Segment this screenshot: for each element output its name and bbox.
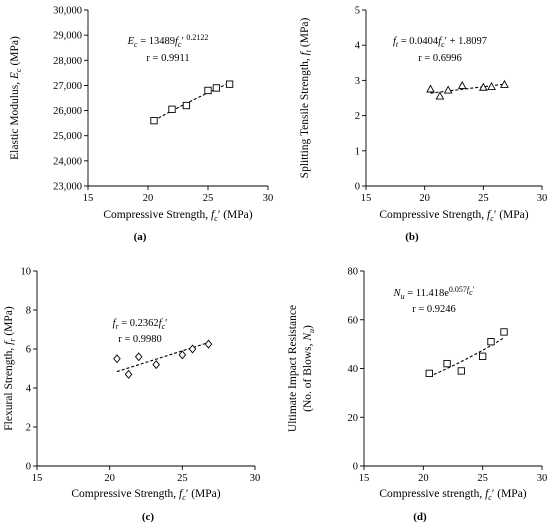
x-tick-label: 15: [32, 473, 43, 484]
y-tick-label: 2: [355, 111, 360, 122]
r-value-label: r = 0.9911: [146, 53, 189, 64]
y-tick-label: 0: [353, 462, 358, 473]
r-value-label: r = 0.6996: [418, 53, 462, 64]
x-axis-label: Compressive Strength, fc′ (MPa): [103, 209, 252, 223]
y-tick-label: 24,000: [53, 156, 82, 167]
x-tick-label: 20: [143, 193, 154, 204]
y-tick-label: 80: [348, 267, 359, 278]
x-axis-label: Compressive Strength, fc′ (MPa): [71, 488, 220, 502]
panel-label: (c): [142, 511, 155, 523]
y-axis-label: Elastic Modulus, Ec (MPa): [9, 36, 23, 160]
y-tick-label: 29,000: [53, 31, 82, 42]
panel-label: (a): [134, 231, 147, 243]
y-tick-label: 10: [21, 267, 32, 278]
r-value-label: r = 0.9246: [412, 304, 456, 315]
y-tick-label: 60: [348, 315, 359, 326]
x-tick-label: 30: [537, 193, 548, 204]
data-point: [124, 369, 133, 379]
data-point: [425, 369, 433, 378]
equation-label: fr = 0.2362fc′: [113, 318, 168, 331]
y-tick-label: 8: [26, 306, 31, 317]
chart-panel-b: 0 1 2 3 4 5 15 20 25 30 r = 0.6996 (b): [355, 6, 548, 244]
data-point: [443, 85, 453, 94]
y-tick-label: 3: [355, 76, 360, 87]
y-tick-label: 4: [355, 41, 361, 52]
y-tick-label: 6: [26, 345, 31, 356]
y-tick-label: 0: [26, 462, 31, 473]
r-value-label: r = 0.9980: [118, 334, 162, 345]
data-point: [204, 339, 213, 349]
x-tick-label: 20: [104, 473, 115, 484]
y-tick-label: 25,000: [53, 131, 82, 142]
x-tick-label: 20: [418, 473, 429, 484]
panel-label: (b): [405, 231, 419, 243]
chart-panel-d: 0 20 40 60 80 15 20 25 30 r = 0.9246 (d): [348, 267, 548, 524]
data-point: [479, 352, 487, 360]
data-point: [500, 328, 508, 336]
data-point: [168, 105, 176, 113]
y-axis-label-line2: (No. of Blows, Nu): [302, 325, 316, 412]
y-axis-label: Ultimate Impact Resistance: [287, 305, 299, 432]
y-tick-label: 26,000: [53, 106, 82, 117]
y-tick-label: 0: [355, 182, 360, 193]
data-point: [426, 84, 435, 93]
data-point: [225, 80, 234, 88]
y-tick-label: 4: [26, 384, 32, 395]
data-point: [212, 84, 221, 92]
equation-label: ft = 0.0404fc′ + 1.8097: [393, 36, 487, 49]
y-tick-label: 2: [26, 423, 31, 434]
chart-panel-c: 0 2 4 6 8 10 15 20 25 30 r = 0.9980 (c): [21, 267, 261, 524]
data-point: [443, 359, 451, 368]
equation-label: Ec = 13489fc′ 0.2122: [127, 33, 209, 49]
data-point: [188, 344, 197, 354]
equation-label: Nu = 11.418e0.057fc′: [393, 285, 475, 301]
x-tick-label: 30: [537, 473, 548, 484]
x-tick-label: 15: [83, 193, 94, 204]
data-point: [457, 80, 467, 89]
y-tick-label: 5: [355, 6, 360, 17]
x-tick-label: 15: [361, 193, 372, 204]
x-tick-label: 25: [477, 473, 488, 484]
data-point: [178, 350, 187, 360]
y-tick-label: 27,000: [53, 81, 82, 92]
panel-label: (d): [413, 511, 427, 523]
y-tick-label: 28,000: [53, 56, 82, 67]
data-point: [182, 101, 191, 110]
data-point: [457, 367, 465, 375]
y-tick-label: 30,000: [53, 6, 82, 17]
trendline: [429, 337, 505, 377]
trendline: [116, 342, 209, 373]
x-tick-label: 30: [263, 193, 274, 204]
data-point: [487, 81, 496, 90]
data-point: [152, 360, 160, 370]
data-point: [204, 86, 212, 95]
y-tick-label: 23,000: [53, 182, 82, 193]
y-tick-label: 40: [348, 364, 359, 375]
data-point: [113, 354, 121, 364]
data-point: [500, 79, 509, 88]
y-axis-label: Flexural Strength, fr (MPa): [3, 306, 17, 431]
x-tick-label: 30: [250, 473, 261, 484]
data-point: [134, 352, 143, 362]
chart-panel-a: 23,000 24,000 25,000 26,000 27,000 28,000 29,0…: [53, 6, 273, 244]
y-tick-label: 20: [348, 413, 359, 424]
data-point: [478, 82, 488, 91]
x-axis-label: Compressive strength, fc′ (MPa): [379, 488, 526, 502]
x-tick-label: 25: [203, 193, 214, 204]
y-axis-label: Splitting Tensile Strength, ft (MPa): [299, 18, 313, 179]
x-axis-label: Compressive Strength, fc′ (MPa): [379, 209, 528, 223]
y-tick-label: 1: [355, 146, 360, 157]
x-tick-label: 20: [419, 193, 430, 204]
data-point: [435, 91, 445, 100]
x-tick-label: 25: [478, 193, 489, 204]
data-point: [487, 338, 495, 346]
x-tick-label: 25: [177, 473, 188, 484]
x-tick-label: 15: [359, 473, 370, 484]
data-point: [150, 116, 158, 125]
